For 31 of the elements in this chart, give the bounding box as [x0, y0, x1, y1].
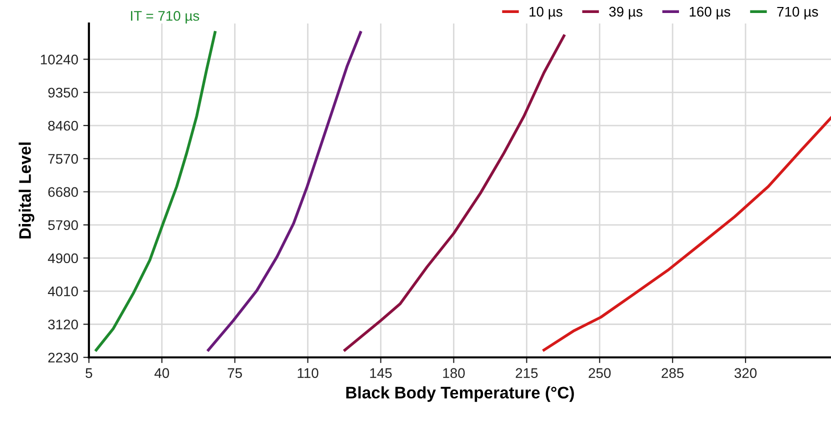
- legend-label: 710 µs: [777, 6, 818, 20]
- y-axis-title: Digital Level: [18, 142, 34, 238]
- y-tick-label: 7570: [48, 154, 78, 164]
- x-tick-label: 250: [588, 368, 611, 378]
- y-tick-label: 6680: [48, 187, 78, 197]
- x-tick-label: 40: [154, 368, 170, 378]
- y-tick-label: 2230: [48, 352, 78, 363]
- line-series: [344, 34, 566, 352]
- y-tick-label: 8460: [48, 120, 78, 131]
- legend-label: 10 µs: [530, 6, 562, 20]
- legend-label: 39 µs: [609, 6, 642, 20]
- y-tick-label: 9350: [48, 88, 78, 98]
- text: IT = 710 µs: [131, 10, 200, 24]
- line-series: [542, 116, 831, 352]
- y-tick-label: 4010: [48, 286, 78, 296]
- legend-label: 160 µs: [690, 6, 730, 20]
- x-tick-label: 215: [516, 368, 538, 378]
- x-tick-label: 5: [86, 368, 92, 378]
- y-tick-label: 10240: [40, 54, 78, 64]
- line-series: [206, 31, 362, 352]
- line-series: [94, 31, 216, 352]
- x-tick-label: 145: [370, 368, 392, 378]
- x-tick-label: 75: [228, 368, 242, 378]
- x-axis-title: Black Body Temperature (°C): [346, 386, 574, 402]
- y-tick-label: 3120: [48, 320, 78, 330]
- x-tick-label: 110: [298, 368, 318, 378]
- y-tick-label: 5790: [48, 220, 78, 230]
- x-tick-label: 180: [443, 368, 465, 378]
- x-tick-label: 285: [662, 368, 684, 378]
- y-tick-label: 4900: [48, 253, 78, 264]
- x-tick-label: 320: [734, 368, 757, 378]
